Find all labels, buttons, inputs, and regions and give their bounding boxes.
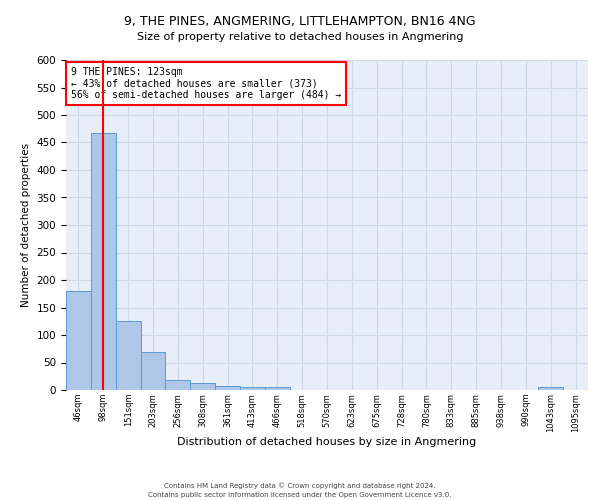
Bar — [116, 320, 140, 390]
Bar — [265, 387, 290, 390]
Text: Size of property relative to detached houses in Angmering: Size of property relative to detached ho… — [137, 32, 463, 42]
Text: 9, THE PINES, ANGMERING, LITTLEHAMPTON, BN16 4NG: 9, THE PINES, ANGMERING, LITTLEHAMPTON, … — [124, 15, 476, 28]
Bar — [66, 291, 91, 390]
Text: 9 THE PINES: 123sqm
← 43% of detached houses are smaller (373)
56% of semi-detac: 9 THE PINES: 123sqm ← 43% of detached ho… — [71, 66, 341, 100]
Bar — [190, 384, 215, 390]
Y-axis label: Number of detached properties: Number of detached properties — [21, 143, 31, 307]
Bar — [538, 387, 563, 390]
Bar — [166, 380, 190, 390]
Text: Contains HM Land Registry data © Crown copyright and database right 2024.
Contai: Contains HM Land Registry data © Crown c… — [148, 482, 452, 498]
X-axis label: Distribution of detached houses by size in Angmering: Distribution of detached houses by size … — [178, 438, 476, 448]
Bar — [215, 386, 240, 390]
Bar — [140, 352, 166, 390]
Bar — [240, 387, 265, 390]
Bar — [91, 132, 116, 390]
